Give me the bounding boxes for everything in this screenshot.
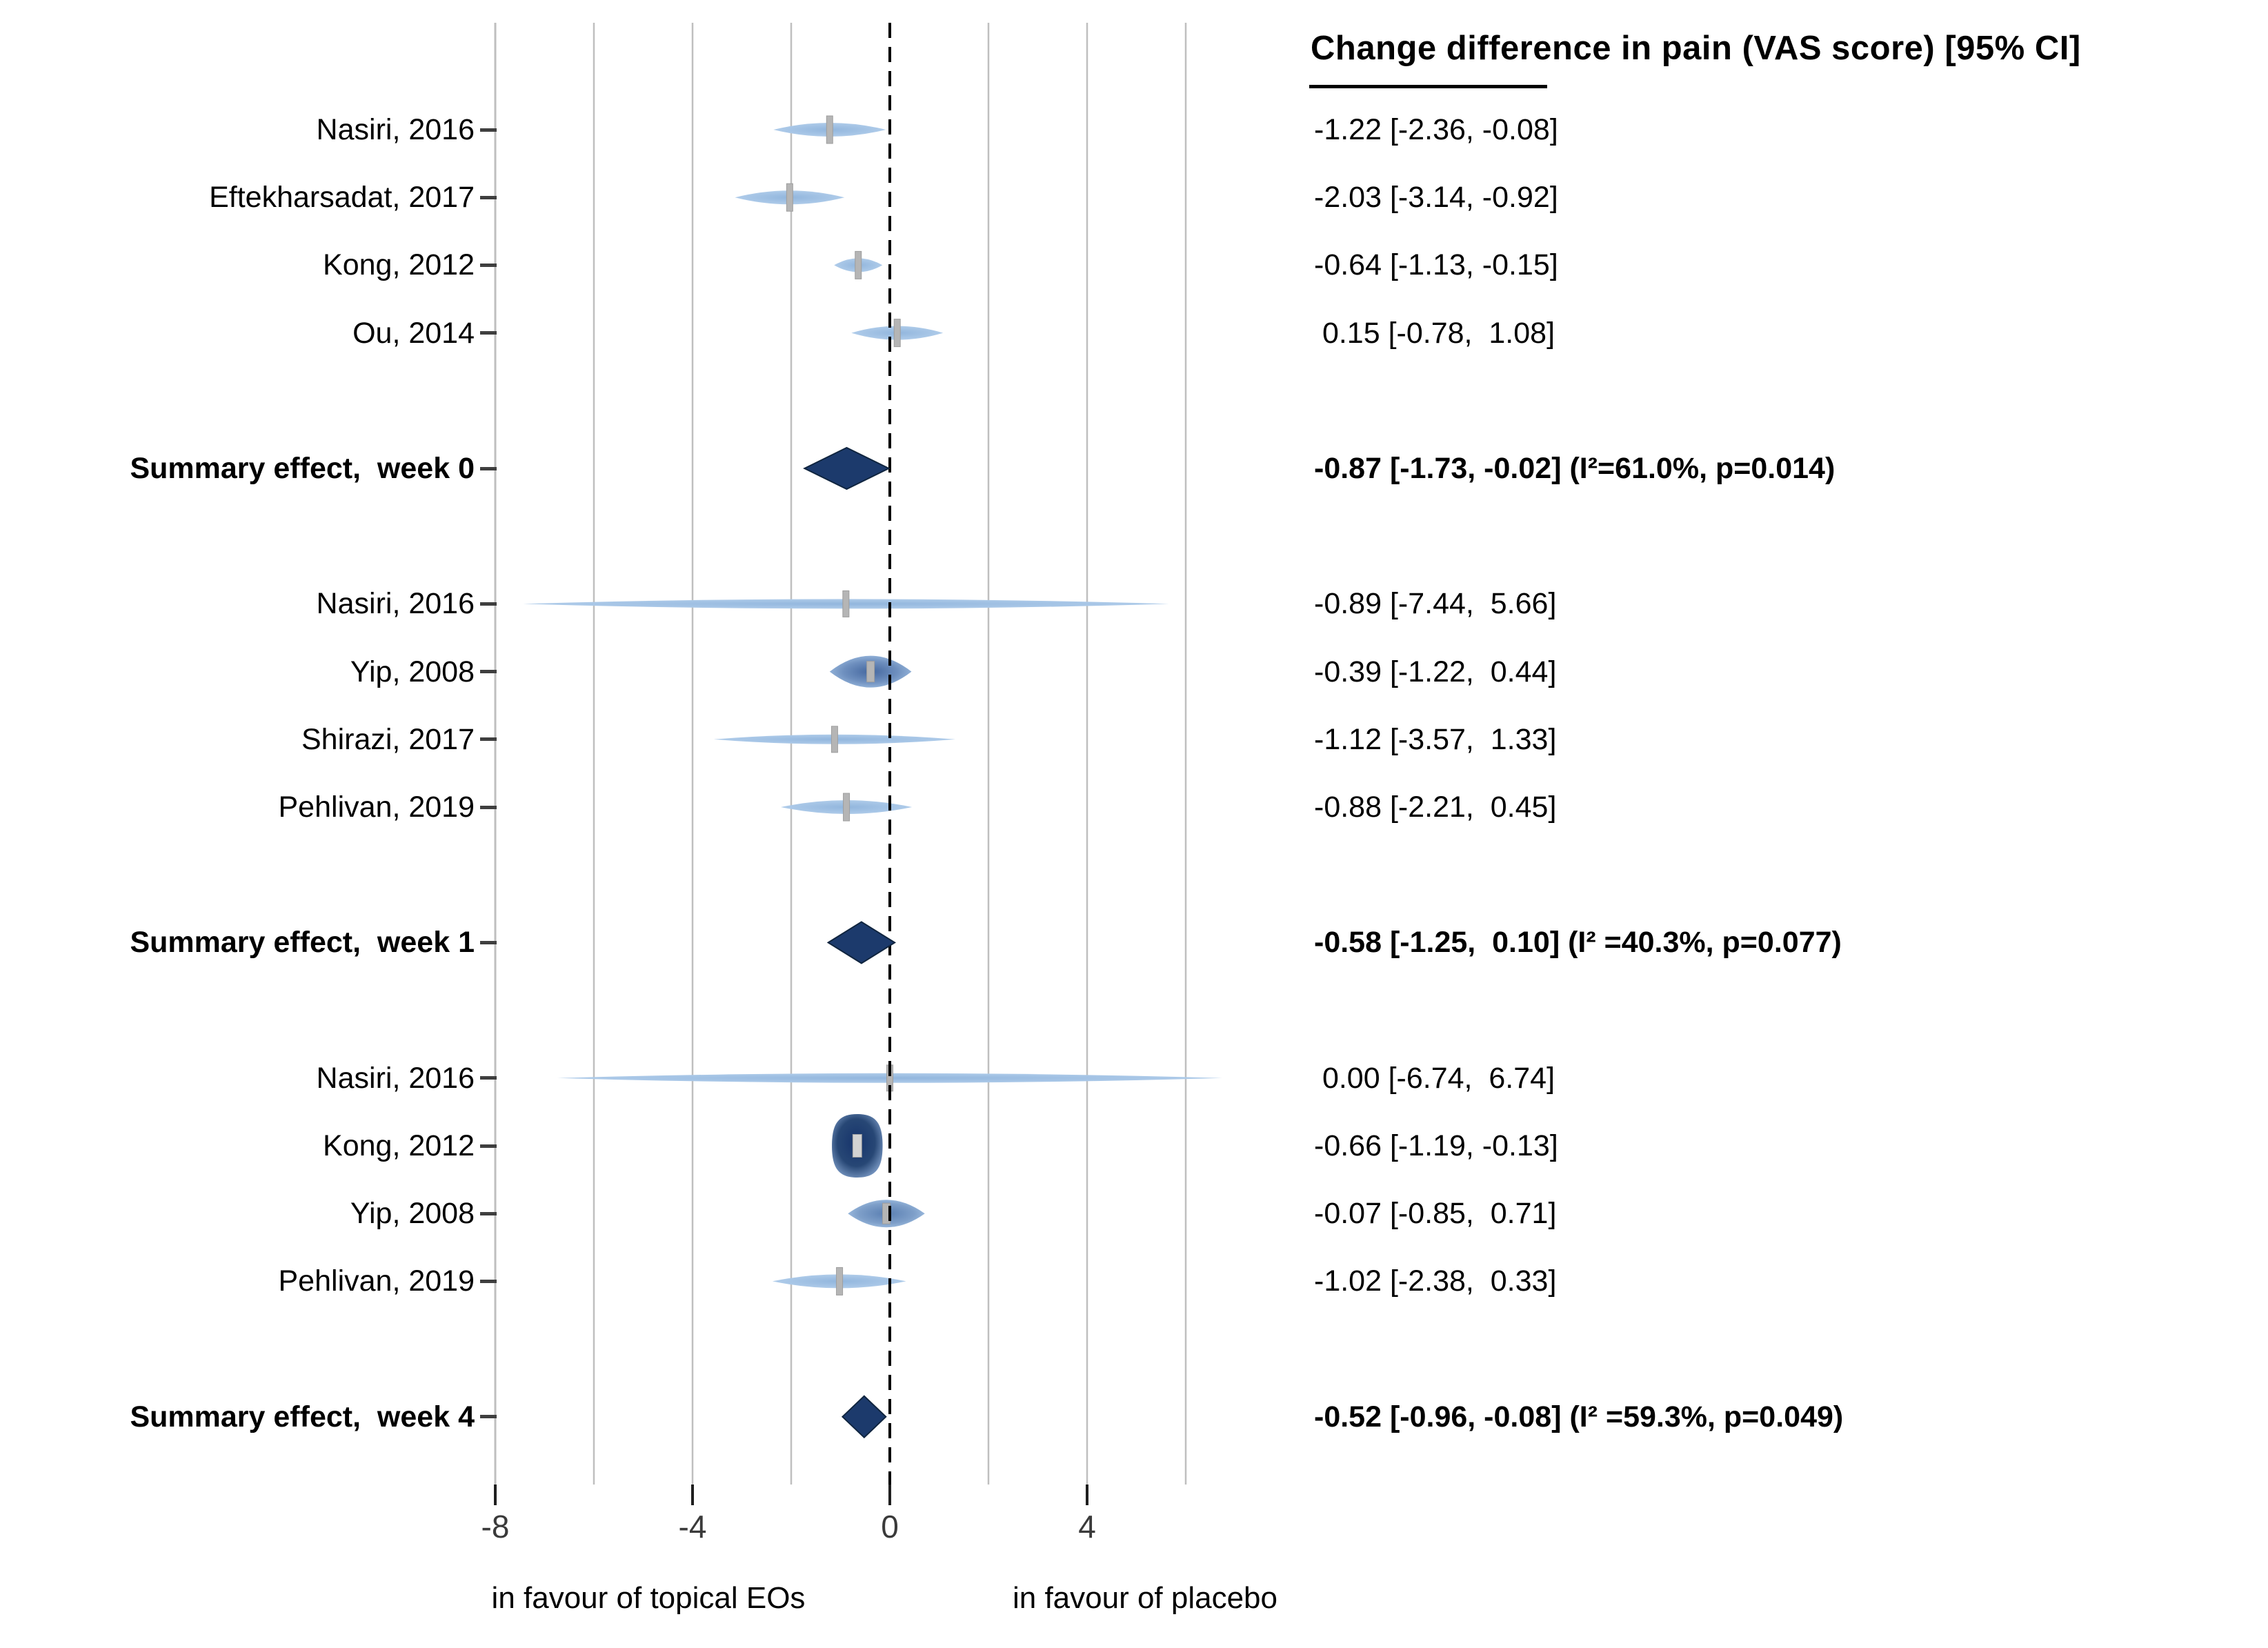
y-axis-tick <box>480 602 497 606</box>
study-effect-value: -1.22 [-2.36, -0.08] <box>1314 113 1558 146</box>
point-estimate-tick <box>893 319 901 348</box>
point-estimate-tick <box>852 1134 862 1158</box>
summary-diamond <box>803 446 891 490</box>
x-axis-tick-label: -8 <box>481 1509 510 1545</box>
x-axis-tick-label: -4 <box>678 1509 707 1545</box>
study-effect-value: -0.88 [-2.21, 0.45] <box>1314 791 1557 824</box>
study-row-label: Nasiri, 2016 <box>316 113 475 146</box>
point-estimate-tick <box>855 250 862 279</box>
point-estimate-tick <box>843 793 850 822</box>
y-axis-tick <box>480 263 497 267</box>
summary-effect-value: -0.58 [-1.25, 0.10] (I² =40.3%, p=0.077) <box>1314 926 1842 960</box>
point-estimate-tick <box>836 1267 844 1295</box>
study-row-label: Kong, 2012 <box>323 248 475 282</box>
study-row-label: Eftekharsadat, 2017 <box>209 181 475 215</box>
study-row-label: Nasiri, 2016 <box>316 1061 475 1095</box>
header-underline <box>1309 85 1547 88</box>
summary-row-label: Summary effect, week 0 <box>130 452 475 485</box>
study-effect-value: -0.66 [-1.19, -0.13] <box>1314 1129 1558 1162</box>
study-markers <box>523 115 1222 1295</box>
x-axis-tick <box>1086 1485 1088 1505</box>
study-row-label: Pehlivan, 2019 <box>278 791 475 824</box>
y-axis-tick <box>480 331 497 335</box>
study-row-label: Nasiri, 2016 <box>316 587 475 621</box>
study-row-label: Yip, 2008 <box>350 1197 475 1231</box>
study-effect-value: -1.12 [-3.57, 1.33] <box>1314 722 1557 756</box>
y-axis-tick <box>480 1076 497 1080</box>
point-estimate-tick <box>786 183 793 212</box>
study-effect-value: 0.00 [-6.74, 6.74] <box>1314 1061 1555 1095</box>
y-axis-tick <box>480 805 497 809</box>
favour-left-note: in favour of topical EOs <box>491 1581 806 1615</box>
y-axis-tick <box>480 940 497 944</box>
y-axis-tick <box>480 466 497 470</box>
x-axis-tick <box>888 1485 891 1505</box>
x-axis-tick-label: 0 <box>881 1509 899 1545</box>
study-row-label: Ou, 2014 <box>352 316 475 350</box>
point-estimate-tick <box>826 115 833 144</box>
x-axis-ticks <box>494 1485 1088 1505</box>
y-axis-tick <box>480 737 497 742</box>
x-axis-tick <box>494 1485 497 1505</box>
y-axis-tick <box>480 1279 497 1283</box>
favour-right-note: in favour of placebo <box>1012 1581 1278 1615</box>
summary-diamonds <box>803 446 897 1439</box>
study-row-label: Kong, 2012 <box>323 1129 475 1162</box>
gridlines <box>494 23 1187 1485</box>
y-axis-tick <box>480 128 497 132</box>
point-estimate-tick <box>830 726 838 753</box>
study-row-label: Pehlivan, 2019 <box>278 1264 475 1298</box>
study-effect-value: -0.07 [-0.85, 0.71] <box>1314 1197 1557 1231</box>
y-axis-tick <box>480 195 497 199</box>
summary-diamond <box>826 921 897 964</box>
y-axis-tick <box>480 1144 497 1148</box>
study-effect-value: 0.15 [-0.78, 1.08] <box>1314 316 1555 350</box>
y-axis-tick <box>480 1415 497 1419</box>
summary-effect-value: -0.87 [-1.73, -0.02] (I²=61.0%, p=0.014) <box>1314 452 1836 485</box>
study-effect-value: -0.89 [-7.44, 5.66] <box>1314 587 1557 621</box>
y-axis-tick <box>480 1211 497 1215</box>
study-effect-value: -2.03 [-3.14, -0.92] <box>1314 181 1558 215</box>
x-axis-tick-label: 4 <box>1078 1509 1096 1545</box>
summary-diamond <box>841 1395 887 1439</box>
study-effect-value: -0.64 [-1.13, -0.15] <box>1314 248 1558 282</box>
x-axis-tick <box>691 1485 694 1505</box>
summary-row-label: Summary effect, week 4 <box>130 1400 475 1433</box>
effect-column-header: Change difference in pain (VAS score) [9… <box>1311 30 2081 67</box>
study-row-label: Shirazi, 2017 <box>301 722 475 756</box>
point-estimate-tick <box>866 661 875 683</box>
summary-effect-value: -0.52 [-0.96, -0.08] (I² =59.3%, p=0.049… <box>1314 1400 1844 1433</box>
study-row-label: Yip, 2008 <box>350 655 475 688</box>
study-effect-value: -0.39 [-1.22, 0.44] <box>1314 655 1557 688</box>
y-axis-tick <box>480 670 497 674</box>
point-estimate-tick <box>842 590 850 617</box>
study-effect-value: -1.02 [-2.38, 0.33] <box>1314 1264 1557 1298</box>
summary-row-label: Summary effect, week 1 <box>130 926 475 960</box>
